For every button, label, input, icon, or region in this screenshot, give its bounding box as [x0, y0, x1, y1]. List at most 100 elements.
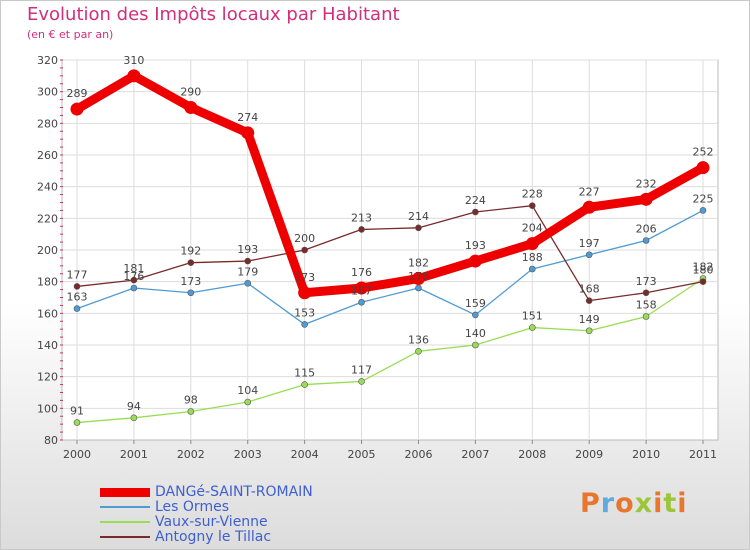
- data-label: 167: [351, 284, 372, 297]
- data-point: [301, 381, 308, 388]
- series-line: [76, 205, 704, 302]
- data-label: 224: [465, 194, 486, 207]
- data-label: 193: [465, 239, 486, 252]
- data-point: [70, 102, 84, 116]
- data-label: 188: [522, 251, 543, 264]
- data-point: [73, 283, 81, 290]
- data-point: [472, 311, 479, 319]
- legend-label: Les Ormes: [155, 499, 229, 515]
- data-point: [696, 161, 710, 175]
- series-line: [76, 277, 704, 424]
- data-point: [358, 298, 365, 306]
- data-label: 168: [579, 283, 600, 296]
- data-label: 274: [237, 111, 258, 124]
- data-point: [525, 237, 539, 251]
- data-label: 228: [522, 188, 543, 201]
- data-point: [585, 327, 593, 335]
- y-tick-label: 320: [37, 54, 58, 67]
- legend-item: Antogny le Tillac: [100, 530, 400, 545]
- brand-letter: P: [580, 488, 601, 519]
- x-tick-label: 2010: [632, 448, 660, 461]
- data-point: [582, 200, 596, 214]
- data-label: 310: [123, 54, 144, 67]
- data-point: [642, 237, 650, 244]
- data-label: 197: [579, 237, 600, 250]
- data-point: [639, 192, 653, 206]
- data-label: 173: [636, 275, 657, 288]
- data-label: 176: [123, 270, 144, 283]
- data-label: 149: [579, 313, 600, 326]
- data-label: 98: [184, 394, 198, 407]
- brand-letter: i: [653, 488, 664, 519]
- x-tick-label: 2008: [518, 448, 546, 461]
- data-label: 204: [522, 222, 543, 235]
- y-tick-label: 200: [37, 244, 58, 257]
- data-label: 117: [351, 363, 372, 376]
- data-label: 206: [636, 223, 657, 236]
- data-label: 176: [408, 270, 429, 283]
- x-tick-label: 2000: [63, 448, 91, 461]
- data-label: 289: [67, 87, 88, 100]
- data-point: [358, 378, 365, 385]
- data-point: [415, 224, 422, 232]
- axes: 80 100 120 140 160 180 200 220 240 260 280 300 320 20…: [37, 54, 717, 461]
- brand-letter: i: [677, 488, 688, 519]
- brand-letter: t: [663, 488, 678, 519]
- data-point: [130, 414, 138, 422]
- y-tick-label: 140: [37, 339, 58, 352]
- data-label: 153: [294, 306, 315, 319]
- data-point: [298, 286, 312, 300]
- legend-item: Vaux-sur-Vienne: [100, 515, 400, 530]
- y-tick-label: 260: [37, 149, 58, 162]
- y-tick-label: 160: [37, 307, 58, 320]
- y-tick-label: 180: [37, 276, 58, 289]
- data-point: [244, 279, 252, 287]
- chart-subtitle: (en € et par an): [27, 28, 114, 41]
- data-label: 182: [693, 261, 714, 274]
- data-point: [699, 207, 707, 214]
- x-tick-label: 2007: [461, 448, 489, 461]
- legend: DANGé-SAINT-ROMAIN Les Ormes Vaux-sur-Vien…: [100, 485, 400, 545]
- data-label: 158: [636, 299, 657, 312]
- y-tick-label: 240: [37, 181, 58, 194]
- data-label: 200: [294, 232, 315, 245]
- data-point: [468, 254, 482, 268]
- brand-letter: r: [600, 488, 616, 519]
- data-point: [472, 341, 479, 349]
- data-label: 179: [237, 265, 258, 278]
- data-point: [528, 324, 536, 331]
- data-point: [187, 408, 195, 415]
- x-tick-label: 2004: [291, 448, 319, 461]
- data-label: 180: [693, 264, 714, 277]
- data-point: [411, 272, 425, 285]
- y-tick-label: 120: [37, 371, 58, 384]
- data-point: [73, 305, 81, 312]
- data-label: 151: [522, 310, 543, 323]
- legend-swatch: [100, 488, 150, 497]
- data-label: 94: [127, 400, 141, 413]
- y-tick-label: 80: [44, 434, 58, 447]
- data-point: [301, 321, 308, 328]
- data-point: [241, 126, 255, 140]
- chart-title: Evolution des Impôts locaux par Habitant: [27, 4, 400, 25]
- data-label: 227: [579, 185, 600, 198]
- x-tick-label: 2011: [689, 448, 717, 461]
- data-label: 177: [67, 268, 88, 281]
- x-tick-label: 2009: [575, 448, 603, 461]
- data-point: [187, 289, 195, 297]
- series-line: [72, 71, 708, 298]
- data-label: 225: [693, 192, 714, 205]
- x-tick-label: 2001: [120, 448, 148, 461]
- data-point: [585, 297, 593, 304]
- data-label: 115: [294, 367, 315, 380]
- data-point: [528, 265, 536, 273]
- data-label: 173: [294, 271, 315, 284]
- data-label: 290: [180, 86, 201, 99]
- data-point: [528, 202, 536, 209]
- y-tick-label: 280: [37, 117, 58, 130]
- data-label: 192: [180, 245, 201, 258]
- x-tick-label: 2006: [404, 448, 432, 461]
- data-point: [187, 259, 195, 266]
- legend-label: Vaux-sur-Vienne: [155, 514, 268, 530]
